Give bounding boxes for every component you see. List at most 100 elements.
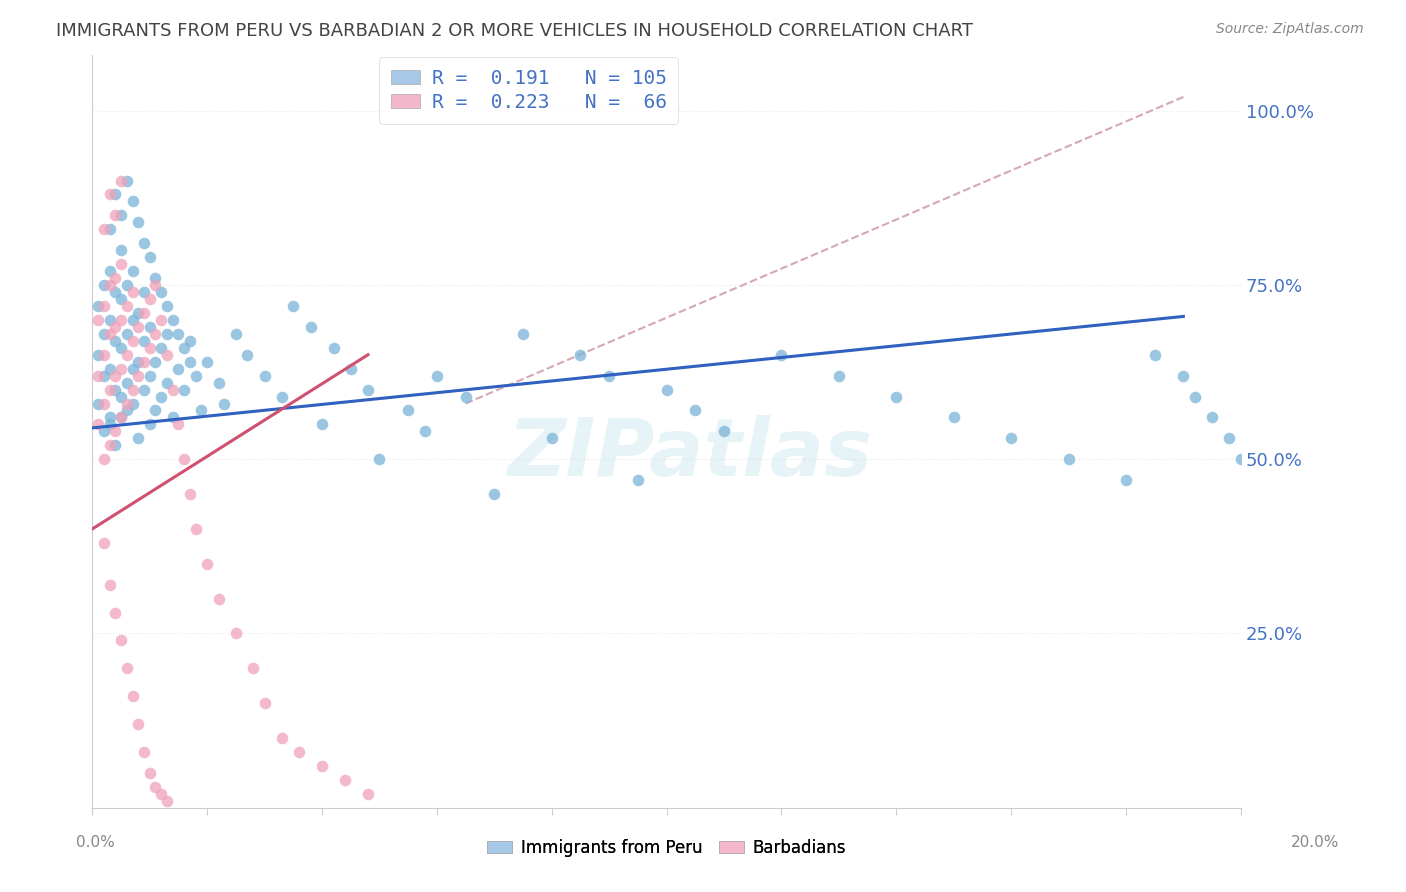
Point: [121, 396, 143, 410]
Point: [110, 341, 132, 355]
Point: [98, 187, 121, 202]
Point: [713, 425, 735, 439]
Point: [311, 417, 333, 432]
Point: [104, 319, 127, 334]
Point: [127, 319, 149, 334]
Point: [115, 173, 138, 187]
Point: [87, 313, 110, 327]
Point: [195, 354, 218, 368]
Legend: Immigrants from Peru, Barbadians: Immigrants from Peru, Barbadians: [481, 832, 852, 863]
Point: [357, 383, 380, 397]
Point: [139, 341, 162, 355]
Point: [322, 341, 344, 355]
Point: [150, 787, 173, 801]
Point: [145, 271, 167, 285]
Point: [93, 326, 115, 341]
Point: [685, 403, 707, 417]
Point: [145, 403, 167, 417]
Point: [167, 326, 190, 341]
Point: [115, 348, 138, 362]
Point: [195, 557, 218, 571]
Point: [208, 591, 231, 606]
Point: [150, 341, 173, 355]
Point: [93, 396, 115, 410]
Point: [253, 696, 276, 710]
Point: [110, 313, 132, 327]
Point: [357, 787, 380, 801]
Point: [368, 452, 391, 467]
Point: [121, 383, 143, 397]
Point: [236, 348, 259, 362]
Point: [270, 731, 292, 745]
Point: [87, 417, 110, 432]
Point: [132, 745, 155, 759]
Point: [127, 306, 149, 320]
Point: [145, 278, 167, 293]
Point: [156, 348, 179, 362]
Point: [1173, 368, 1195, 383]
Point: [225, 626, 247, 640]
Point: [93, 222, 115, 236]
Point: [98, 383, 121, 397]
Point: [87, 396, 110, 410]
Point: [156, 794, 179, 808]
Point: [184, 368, 207, 383]
Point: [127, 368, 149, 383]
Point: [127, 431, 149, 445]
Point: [104, 383, 127, 397]
Point: [145, 354, 167, 368]
Point: [104, 425, 127, 439]
Point: [93, 348, 115, 362]
Point: [121, 285, 143, 299]
Point: [93, 368, 115, 383]
Point: [132, 334, 155, 348]
Point: [288, 745, 311, 759]
Point: [139, 292, 162, 306]
Point: [110, 410, 132, 425]
Point: [173, 341, 195, 355]
Point: [253, 368, 276, 383]
Point: [139, 417, 162, 432]
Point: [162, 410, 184, 425]
Point: [1184, 390, 1206, 404]
Point: [225, 326, 247, 341]
Point: [184, 522, 207, 536]
Point: [139, 765, 162, 780]
Point: [145, 780, 167, 794]
Point: [150, 285, 173, 299]
Point: [93, 452, 115, 467]
Point: [167, 361, 190, 376]
Point: [127, 215, 149, 229]
Point: [98, 410, 121, 425]
Point: [104, 208, 127, 222]
Point: [1000, 431, 1022, 445]
Point: [828, 368, 851, 383]
Point: [104, 285, 127, 299]
Point: [115, 326, 138, 341]
Point: [110, 173, 132, 187]
Point: [339, 361, 361, 376]
Point: [179, 487, 201, 501]
Point: [770, 348, 793, 362]
Point: [115, 661, 138, 675]
Point: [132, 285, 155, 299]
Point: [333, 772, 356, 787]
Point: [110, 208, 132, 222]
Point: [884, 390, 907, 404]
Point: [115, 299, 138, 313]
Point: [162, 383, 184, 397]
Point: [110, 361, 132, 376]
Point: [132, 236, 155, 251]
Point: [270, 390, 292, 404]
Point: [132, 354, 155, 368]
Point: [139, 368, 162, 383]
Point: [655, 383, 678, 397]
Point: [110, 244, 132, 258]
Point: [156, 299, 179, 313]
Point: [1143, 348, 1166, 362]
Point: [110, 390, 132, 404]
Point: [942, 410, 965, 425]
Point: [87, 348, 110, 362]
Point: [98, 438, 121, 452]
Point: [396, 403, 419, 417]
